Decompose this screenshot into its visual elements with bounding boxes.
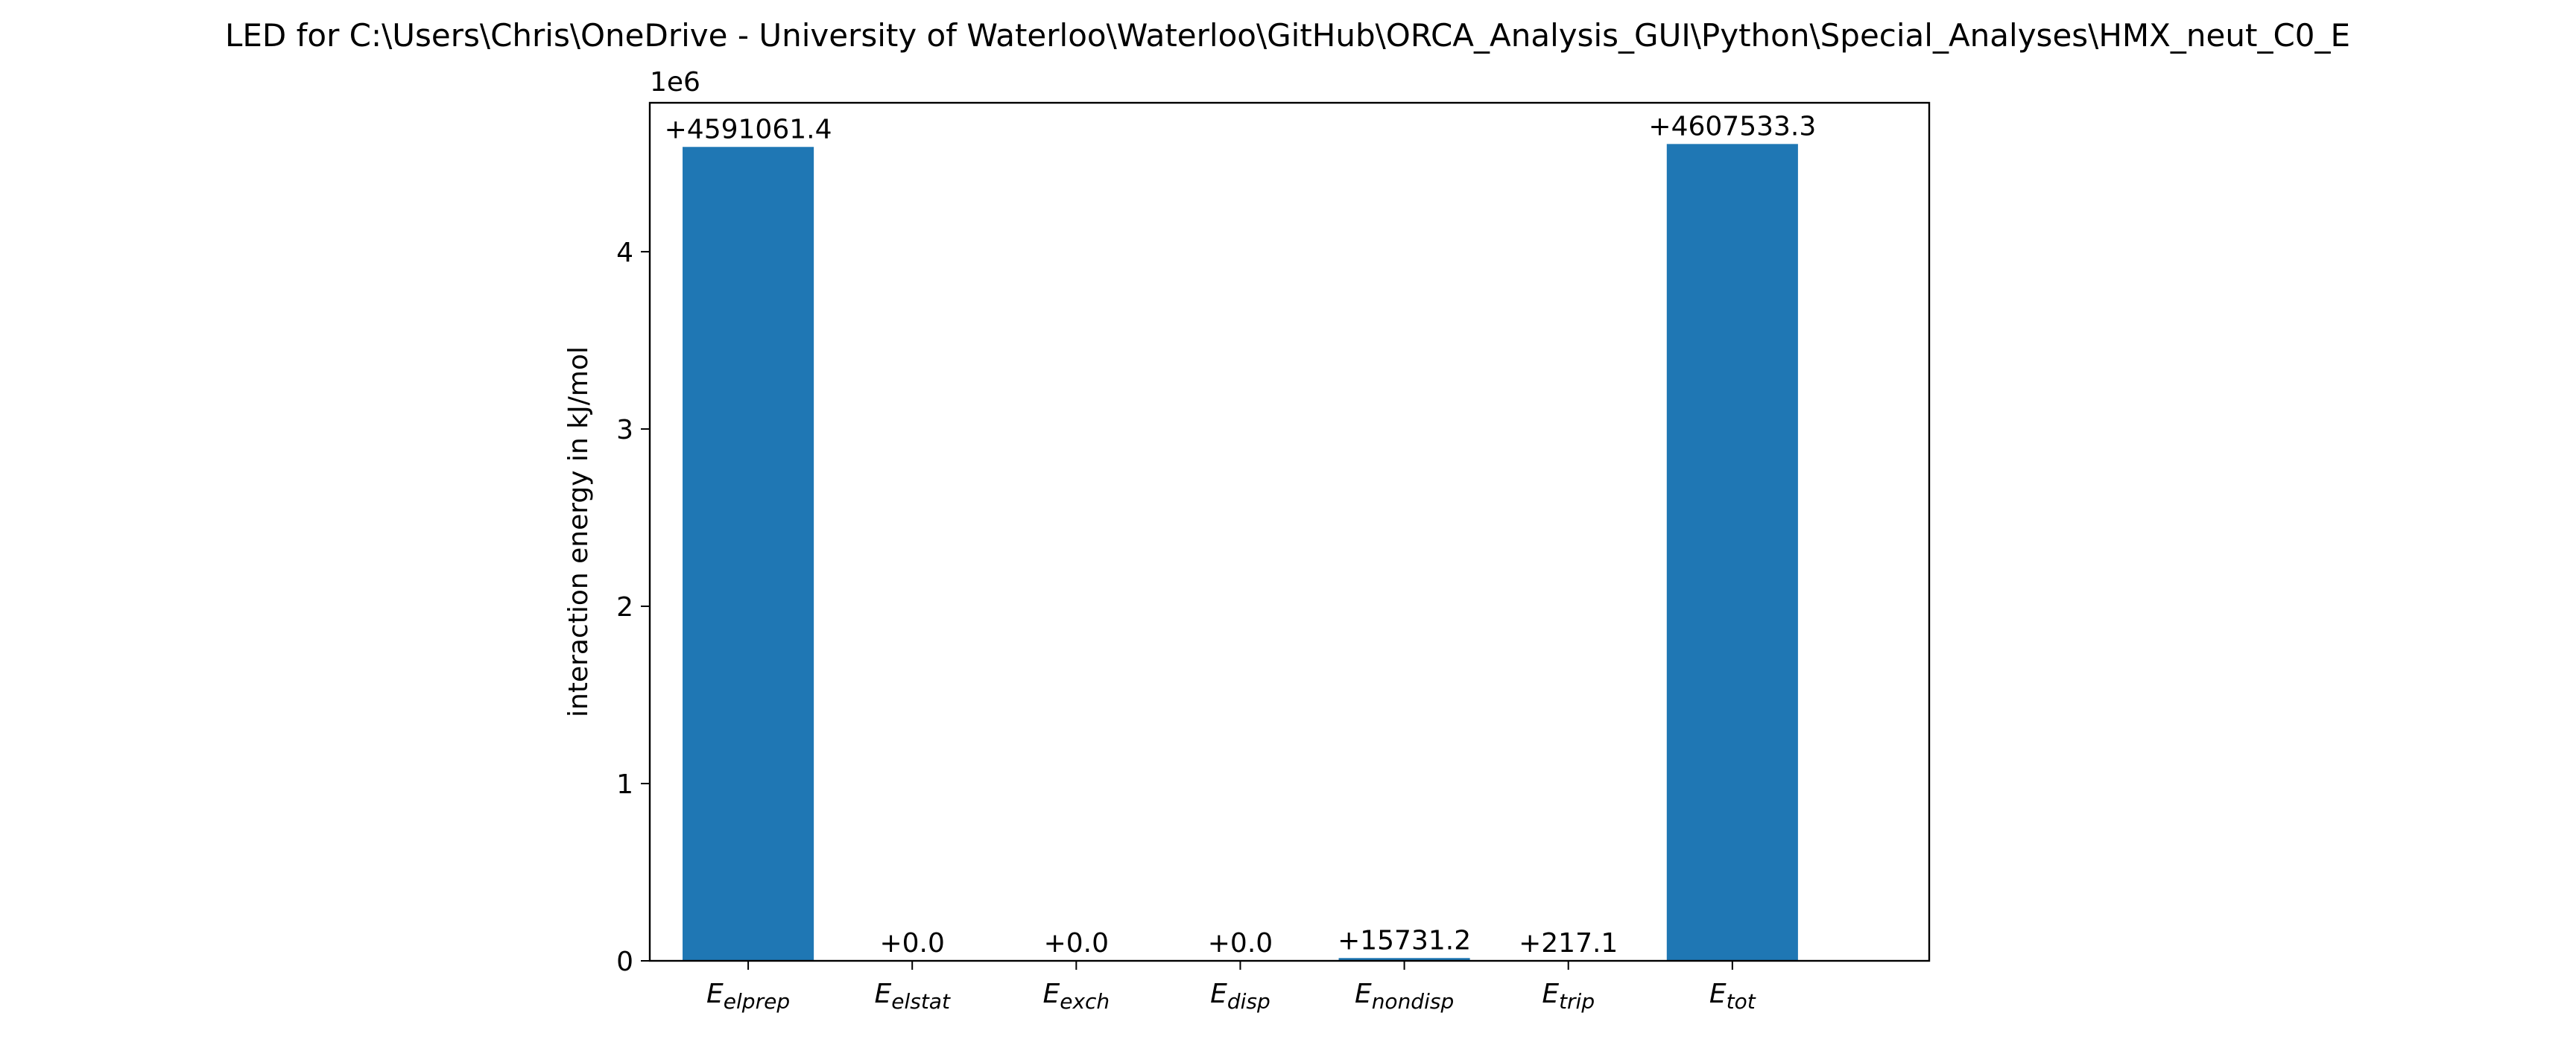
x-axis: Eelprep Eelstat Eexch Edisp Enondisp Etrip Eto… xyxy=(706,961,1756,1014)
y-tick-label-3: 3 xyxy=(616,415,633,445)
data-labels: +4591061.4 +0.0 +0.0 +0.0 +15731.2 +217.1 +460… xyxy=(665,111,1817,959)
x-tick-label-exch: Eexch xyxy=(1042,979,1110,1014)
x-tick-label-tot: Etot xyxy=(1709,979,1756,1014)
chart-title: LED for C:\Users\Chris\OneDrive - Univer… xyxy=(225,17,2350,54)
y-scale-label: 1e6 xyxy=(650,67,700,98)
x-tick-label-elprep: Eelprep xyxy=(706,979,790,1014)
data-label-elstat: +0.0 xyxy=(879,928,944,959)
y-tick-label-0: 0 xyxy=(616,947,633,977)
y-tick-label-4: 4 xyxy=(616,238,633,268)
bar-tot xyxy=(1667,144,1798,961)
y-axis: 0 1 2 3 4 xyxy=(616,238,650,977)
data-label-nondisp: +15731.2 xyxy=(1338,925,1471,956)
data-label-tot: +4607533.3 xyxy=(1648,111,1816,142)
y-tick-label-1: 1 xyxy=(616,769,633,800)
data-label-disp: +0.0 xyxy=(1208,928,1273,959)
x-tick-label-trip: Etrip xyxy=(1542,979,1595,1014)
data-label-exch: +0.0 xyxy=(1044,928,1109,959)
data-label-trip: +217.1 xyxy=(1519,928,1618,959)
y-tick-label-2: 2 xyxy=(616,592,633,623)
x-tick-label-nondisp: Enondisp xyxy=(1355,979,1454,1014)
data-label-elprep: +4591061.4 xyxy=(665,114,832,144)
x-tick-label-disp: Edisp xyxy=(1210,979,1270,1014)
bar-elprep xyxy=(683,147,814,961)
y-axis-label: interaction energy in kJ/mol xyxy=(563,346,594,717)
bars-layer xyxy=(683,144,1798,961)
x-tick-label-elstat: Eelstat xyxy=(874,979,950,1014)
